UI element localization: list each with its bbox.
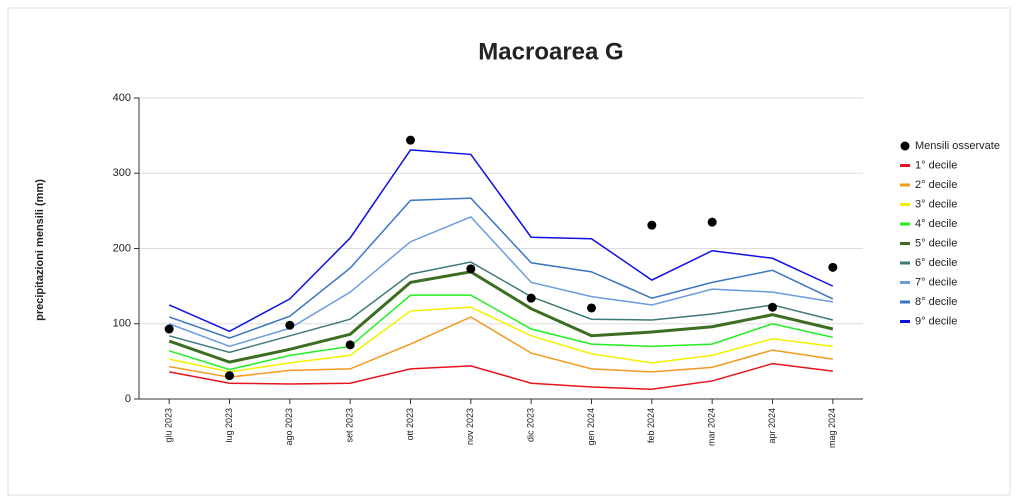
- y-tick-label: 0: [125, 393, 131, 405]
- y-tick-label: 200: [113, 242, 131, 254]
- legend-label: 8° decile: [915, 296, 957, 308]
- data-point: [587, 303, 596, 313]
- x-tick-label: mar 2024: [707, 408, 717, 446]
- x-tick-label: set 2023: [345, 408, 355, 443]
- legend-marker: [900, 141, 910, 151]
- data-point: [164, 324, 174, 334]
- series-line: [169, 362, 833, 390]
- legend-label: 2° decile: [915, 179, 957, 191]
- x-tick-label: giu 2023: [164, 408, 174, 443]
- series-line: [168, 197, 834, 339]
- series-line: [168, 294, 833, 371]
- series-line: [168, 216, 833, 348]
- data-point: [225, 371, 234, 381]
- chart-title: Macroarea G: [478, 38, 623, 65]
- data-point: [828, 262, 838, 272]
- series-line: [168, 270, 834, 364]
- data-point: [345, 340, 355, 350]
- x-tick-label: lug 2023: [224, 408, 234, 443]
- legend-label: 3° decile: [915, 198, 957, 210]
- data-point: [406, 135, 415, 145]
- series-line: [168, 149, 834, 333]
- x-tick-label: apr 2024: [767, 408, 777, 444]
- x-tick-label: dic 2023: [526, 408, 536, 442]
- data-point: [768, 302, 777, 312]
- x-tick-label: feb 2024: [646, 408, 656, 443]
- x-tick-label: nov 2023: [465, 408, 475, 445]
- legend-label: Mensili osservate: [915, 140, 1000, 152]
- data-point: [647, 220, 657, 230]
- data-point: [466, 264, 476, 274]
- y-axis-label: precipitazioni mensili (mm): [34, 179, 46, 321]
- legend-label: 4° decile: [915, 218, 957, 230]
- data-point: [526, 293, 536, 303]
- legend-label: 1° decile: [915, 159, 957, 171]
- x-tick-label: mag 2024: [827, 408, 837, 448]
- series-line: [168, 261, 834, 354]
- series-line: [169, 306, 833, 373]
- y-tick-label: 300: [113, 167, 131, 179]
- x-tick-label: ago 2023: [284, 408, 294, 446]
- data-point: [285, 320, 295, 330]
- x-tick-label: ott 2023: [405, 408, 415, 441]
- data-point: [707, 217, 717, 227]
- y-tick-label: 400: [113, 92, 131, 104]
- y-tick-label: 100: [113, 318, 131, 330]
- series-line: [169, 316, 833, 378]
- legend-label: 9° decile: [915, 315, 957, 327]
- legend-label: 7° decile: [915, 276, 957, 288]
- x-tick-label: gen 2024: [586, 408, 596, 446]
- legend-label: 5° decile: [915, 237, 957, 249]
- frame: [7, 7, 1011, 496]
- legend-label: 6° decile: [915, 257, 957, 269]
